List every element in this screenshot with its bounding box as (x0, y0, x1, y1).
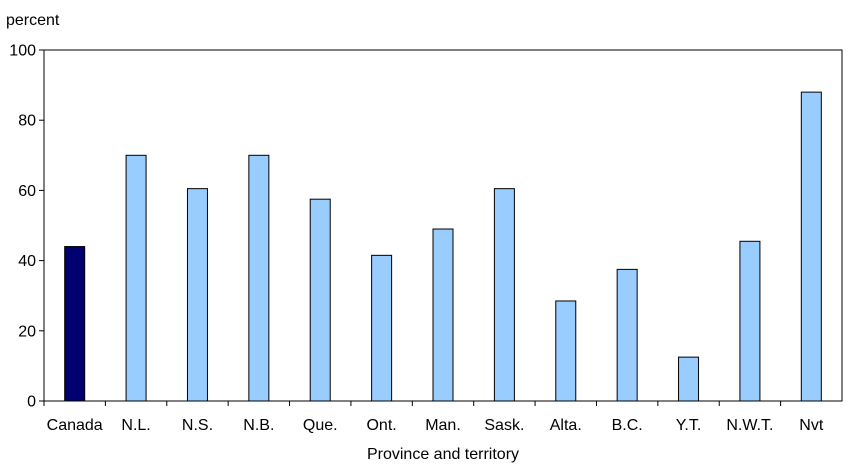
category-label: Que. (303, 417, 338, 434)
category-labels: Canada N.L. N.S. N.B. Que. Ont. Man. Sask. Alta.… (43, 401, 824, 434)
bar-man (432, 228, 454, 402)
y-tick-label: 0 (27, 394, 36, 411)
category-label: B.C. (612, 417, 643, 434)
category-label: Y.T. (676, 417, 702, 434)
bars (64, 91, 822, 402)
category-label: N.W.T. (726, 417, 773, 434)
plot-frame (43, 49, 843, 402)
bar-alta (555, 300, 577, 402)
category-label: Nvt (799, 417, 824, 434)
category-label: N.L. (121, 417, 150, 434)
y-axis-ticks: 0 20 40 60 80 100 (9, 43, 44, 411)
category-label: Canada (47, 417, 103, 434)
y-tick-label: 60 (18, 183, 36, 200)
bar-n-l (125, 154, 147, 402)
y-tick-label: 100 (9, 43, 36, 60)
bar-ont (371, 254, 393, 402)
bar-y-t (678, 356, 700, 402)
category-label: Man. (425, 417, 461, 434)
category-label: Sask. (484, 417, 524, 434)
bar-que (309, 198, 331, 402)
y-tick-label: 20 (18, 323, 36, 340)
y-axis-title: percent (6, 12, 60, 29)
bar-nvt (800, 91, 822, 402)
bar-n-s (186, 188, 208, 402)
category-label: Ont. (366, 417, 396, 434)
bar-canada (64, 246, 86, 402)
y-tick-label: 80 (18, 113, 36, 130)
y-tick-label: 40 (18, 253, 36, 270)
category-label: Alta. (550, 417, 582, 434)
bar-sask (493, 188, 515, 402)
bar-n-b (248, 154, 270, 402)
category-label: N.S. (182, 417, 213, 434)
category-label: N.B. (243, 417, 274, 434)
bar-b-c (616, 268, 638, 402)
bar-n-w-t (739, 240, 761, 402)
x-axis-title: Province and territory (367, 446, 519, 463)
